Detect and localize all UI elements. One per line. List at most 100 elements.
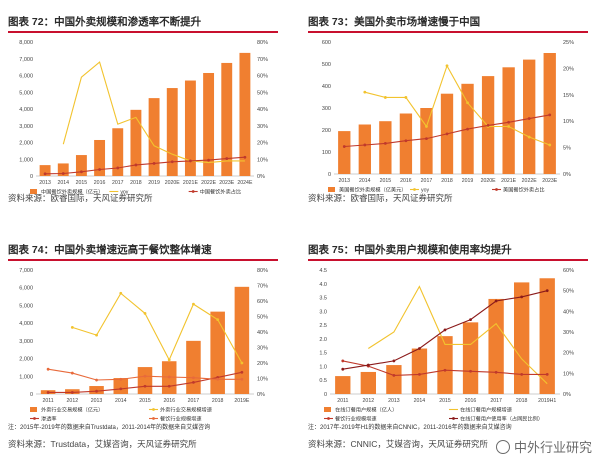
line-point [46,367,50,371]
line-point [70,325,74,329]
x-tick-label: 2017 [421,178,433,184]
bar [75,155,87,176]
y-tick-label: 2,000 [19,141,33,147]
y2-tick-label: 0% [563,172,571,178]
bar [514,282,530,394]
y-tick-label: 0 [328,172,331,178]
x-tick-label: 2019H1 [538,398,556,404]
x-tick-label: 2019 [148,180,160,186]
y2-tick-label: 0% [257,392,265,398]
x-tick-label: 2016 [94,180,106,186]
x-tick-label: 2015 [76,180,88,186]
bar [184,80,196,176]
line-point [341,359,345,363]
line-point [425,125,428,128]
source-text: 资料来源：Trustdata，艾媒咨询，天风证券研究所 [8,439,197,449]
legend-label: 在线订餐用户规模（亿人） [335,406,397,414]
line-point [98,168,101,171]
line-point [443,368,447,372]
y2-tick-label: 10% [257,377,268,383]
x-tick-label: 2020E [165,180,181,186]
x-tick-label: 2014 [115,398,127,404]
x-tick-label: 2013 [338,178,350,184]
chart-svg: 0 1,000 2,000 3,000 4,000 5,000 6,000 7,000 8,00… [19,40,268,196]
legend-swatch [30,407,37,412]
y-tick-label: 100 [322,150,331,156]
y2-tick-label: 50% [257,90,268,96]
y2-tick-label: 0% [563,392,571,398]
bar [166,88,178,176]
line-point [392,359,396,363]
bar [94,139,106,176]
title-rule [308,259,588,261]
line-point [225,157,229,160]
bar [539,278,555,394]
line-point [240,377,244,381]
y2-tick-label: 70% [257,57,268,63]
line-point [469,369,472,373]
y2-tick-label: 20% [257,141,268,147]
line-point [494,299,498,303]
legend-label: 外卖行业交易规模（亿元） [41,406,103,414]
line-point [363,143,367,147]
x-tick-label: 2012 [363,398,375,404]
x-tick-label: 2018 [212,398,224,404]
line-point [143,384,147,388]
y-tick-label: 4.5 [319,268,327,274]
bar [437,336,453,394]
x-tick-label: 2023E [219,180,235,186]
y-tick-label: 7,000 [19,268,33,274]
series-line [45,156,245,175]
line-point [404,96,408,99]
title-rule [308,31,588,33]
y2-tick-label: 80% [257,40,268,46]
y2-tick-label: 60% [563,268,574,274]
y-tick-label: 5,000 [19,90,33,96]
legend-swatch [328,187,335,192]
bar [203,72,215,176]
legend-marker [495,188,498,191]
line-point [216,318,220,321]
x-tick-label: 2019 [462,178,474,184]
legend-marker [413,188,416,191]
y-tick-label: 1,000 [19,374,33,380]
line-point [342,145,346,148]
line-point [95,333,98,337]
legend-marker [152,408,155,411]
bar [502,67,515,174]
line-point [341,367,345,371]
source-text: 资料来源：CNNIC，艾媒咨询，天风证券研究所 [308,439,488,449]
y-tick-label: 1.0 [319,364,327,370]
line-point [95,378,98,382]
x-tick-label: 2015 [380,178,392,184]
y2-tick-label: 0% [257,174,265,180]
y2-tick-label: 60% [257,74,268,80]
x-tick-label: 2016 [400,178,412,184]
x-tick-label: 2017 [188,398,200,404]
bar [234,286,250,394]
bar [57,163,69,176]
line-point [466,101,469,105]
y2-tick-label: 70% [257,284,268,290]
line-point [192,302,195,306]
chart-title: 图表 73：美国外卖市场增速慢于中国 [308,16,481,28]
legend-marker [191,190,195,193]
line-point [189,159,192,163]
y2-tick-label: 50% [563,289,574,295]
title-rule [8,259,278,261]
line-point [119,387,123,391]
line-point [469,318,472,321]
line-point [116,166,120,170]
bar [420,108,433,174]
y-tick-label: 3,000 [19,339,33,345]
bar [148,98,160,176]
y-tick-label: 0 [30,392,33,398]
y2-tick-label: 30% [563,330,574,336]
chart-title: 图表 75：中国外卖用户规模和使用率均提升 [308,244,512,256]
line-point [119,377,123,381]
series-line [368,285,548,385]
y-tick-label: 6,000 [19,286,33,292]
y-tick-label: 7,000 [19,57,33,63]
x-tick-label: 2015 [139,398,151,404]
line-point [527,117,531,120]
